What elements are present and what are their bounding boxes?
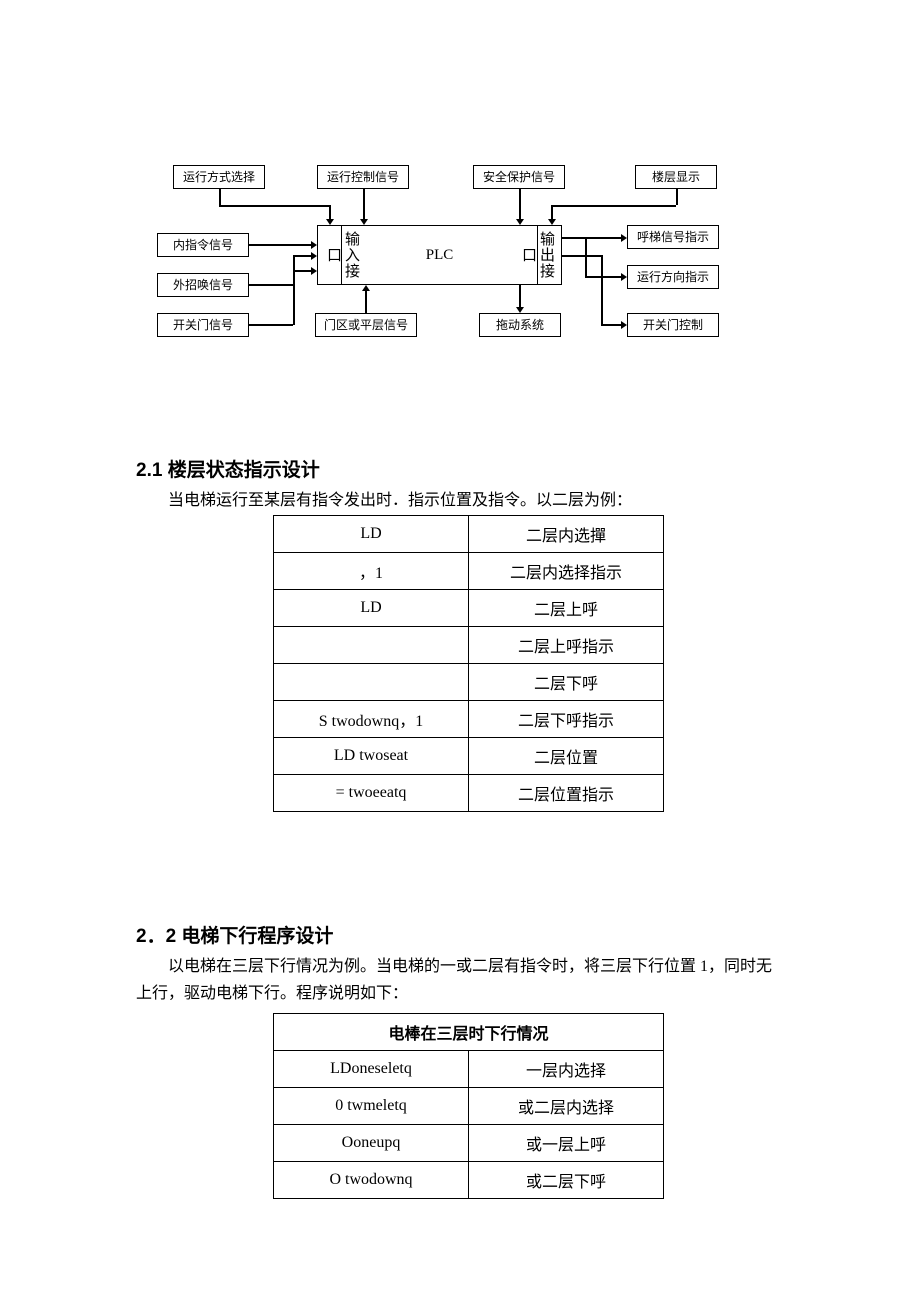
heading-2-2: 2．2 电梯下行程序设计: [136, 921, 333, 948]
box-door-control: 开关门控制: [627, 313, 719, 337]
table-cell: 二层下呼: [469, 664, 664, 701]
box-run-mode-select: 运行方式选择: [173, 165, 265, 189]
table-cell: ，1: [274, 553, 469, 590]
table-cell: S twodownq，1: [274, 701, 469, 738]
table-cell: 或二层下呼: [469, 1162, 664, 1199]
box-drive-system: 拖动系统: [479, 313, 561, 337]
table-floor-status: LD二层内选撣，1二层内选择指示LD二层上呼二层上呼指示二层下呼S twodow…: [273, 515, 664, 812]
heading-2-1: 2.1 楼层状态指示设计: [136, 455, 320, 482]
table-cell: [274, 664, 469, 701]
para-2-2: 以电梯在三层下行情况为例。当电梯的一或二层有指令时，将三层下行位置 1，同时无上…: [136, 953, 786, 1007]
table-cell: LD: [274, 590, 469, 627]
table-cell: LDoneseletq: [274, 1051, 469, 1088]
box-run-control-signal: 运行控制信号: [317, 165, 409, 189]
box-external-call: 外招唤信号: [157, 273, 249, 297]
table-cell: 二层下呼指示: [469, 701, 664, 738]
label-input-port: 输入接口: [324, 226, 360, 284]
table-cell: 或二层内选择: [469, 1088, 664, 1125]
box-call-indicator: 呼梯信号指示: [627, 225, 719, 249]
table-cell: 0 twmeletq: [274, 1088, 469, 1125]
plc-block-diagram: 运行方式选择 运行控制信号 安全保护信号 楼层显示 内指令信号 外招唤信号 开关…: [165, 155, 765, 345]
table-cell: 二层上呼: [469, 590, 664, 627]
table-cell: 一层内选择: [469, 1051, 664, 1088]
para-2-1: 当电梯运行至某层有指令发出时．指示位置及指令。以二层为例：: [136, 487, 786, 514]
table-cell: LD twoseat: [274, 738, 469, 775]
table-cell: [274, 627, 469, 664]
table-cell: 或一层上呼: [469, 1125, 664, 1162]
box-internal-command: 内指令信号: [157, 233, 249, 257]
label-plc: PLC: [426, 246, 454, 264]
table-cell: = twoeeatq: [274, 775, 469, 812]
table-cell: 二层内选择指示: [469, 553, 664, 590]
box-door-signal: 开关门信号: [157, 313, 249, 337]
box-plc: 输入接口 PLC 输出接口: [317, 225, 562, 285]
table-cell: 二层位置指示: [469, 775, 664, 812]
box-door-zone-signal: 门区或平层信号: [315, 313, 417, 337]
table-cell: LD: [274, 516, 469, 553]
table-cell: O twodownq: [274, 1162, 469, 1199]
table-cell: 二层上呼指示: [469, 627, 664, 664]
table-cell: Ooneupq: [274, 1125, 469, 1162]
table-elevator-down: 电棒在三层时下行情况 LDoneseletq一层内选择0 twmeletq或二层…: [273, 1013, 664, 1199]
table-cell: 二层内选撣: [469, 516, 664, 553]
box-safety-signal: 安全保护信号: [473, 165, 565, 189]
box-direction-indicator: 运行方向指示: [627, 265, 719, 289]
table-down-header: 电棒在三层时下行情况: [274, 1014, 664, 1051]
box-floor-display: 楼层显示: [635, 165, 717, 189]
table-cell: 二层位置: [469, 738, 664, 775]
